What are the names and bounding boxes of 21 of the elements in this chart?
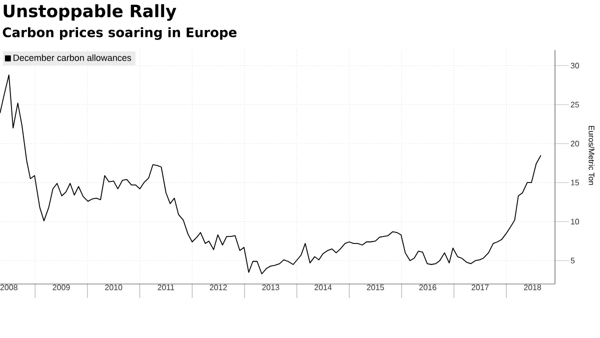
y-axis-title: Euros/Metric Ton [588, 126, 595, 185]
x-tick-label: 2017 [472, 284, 489, 290]
x-tick-label: 2009 [52, 284, 70, 290]
y-tick-label: 10 [571, 218, 580, 224]
y-tick-label: 25 [570, 102, 580, 108]
x-tick-label: 2012 [210, 284, 227, 290]
chart-title: Unstoppable Rally [4, 4, 176, 21]
x-tick-label: 2015 [366, 284, 384, 290]
y-tick-label: 20 [570, 140, 580, 146]
x-tick-label: 2013 [262, 284, 280, 290]
legend-label: December carbon allowances [14, 54, 132, 61]
x-tick-label: 2014 [314, 284, 332, 290]
chart-subtitle: Carbon prices soaring in Europe [2, 27, 237, 40]
y-tick-label: 15 [571, 180, 580, 186]
y-tick-label: 30 [570, 62, 580, 68]
x-tick-label: 2018 [524, 284, 542, 290]
y-tick-label: 5 [570, 258, 575, 264]
x-tick-label: 2008 [0, 284, 18, 290]
x-tick-label: 2010 [105, 284, 122, 290]
x-tick-label: 2011 [158, 284, 174, 290]
x-tick-label: 2016 [419, 284, 436, 290]
